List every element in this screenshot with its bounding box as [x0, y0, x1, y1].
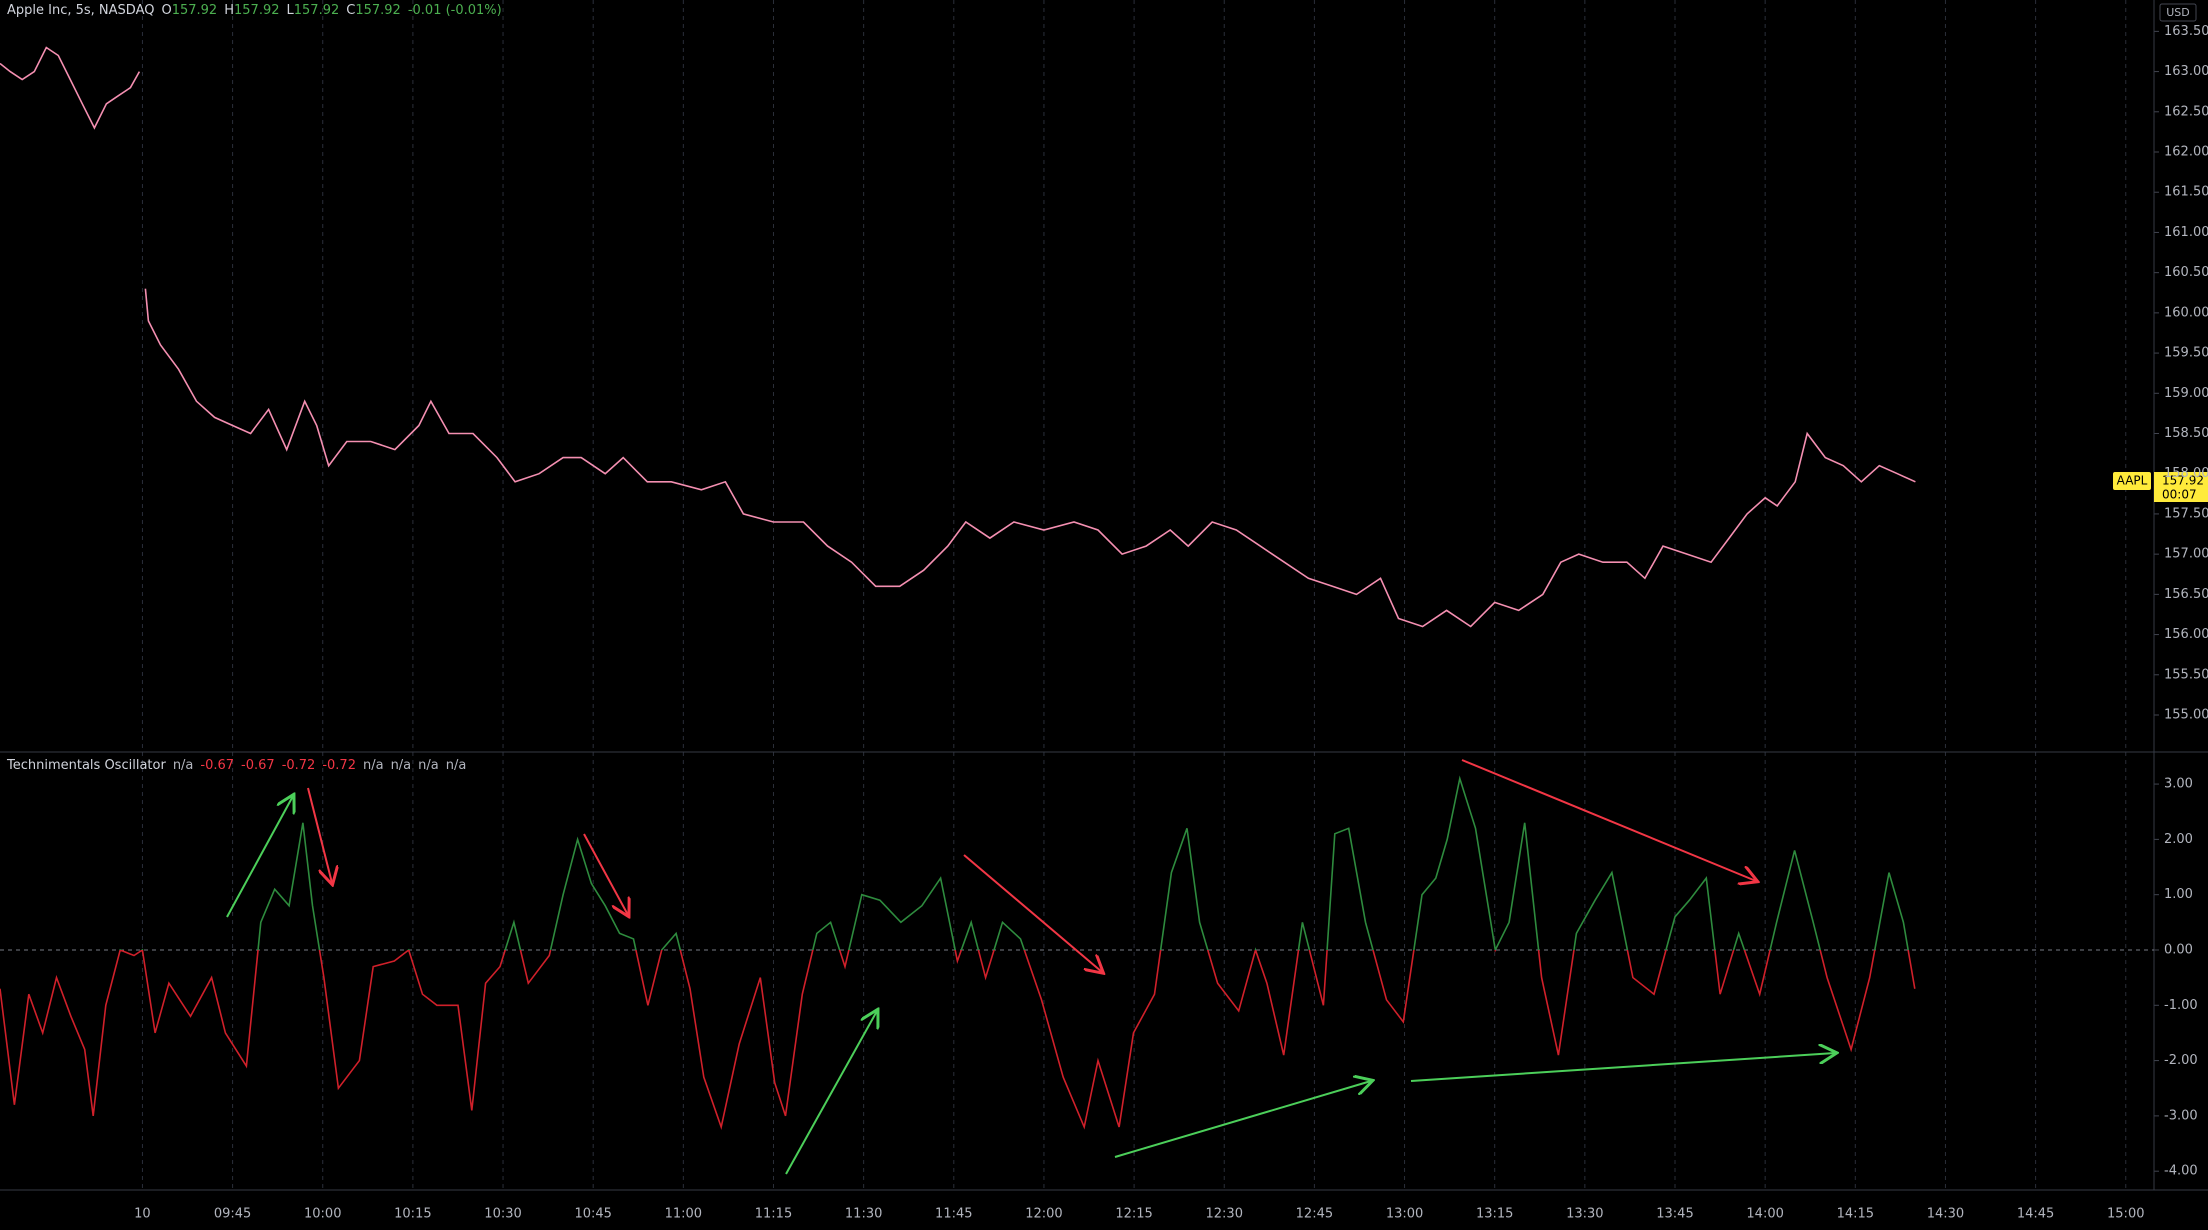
currency-box: [2159, 3, 2197, 22]
y-tick-label: 158.00: [2164, 466, 2208, 481]
ohlc-item: O157.92: [161, 3, 217, 18]
x-tick-label: 13:45: [1656, 1207, 1693, 1222]
y-tick-label: 1.00: [2164, 887, 2193, 902]
y-tick-label: 163.00: [2164, 64, 2208, 79]
x-tick-label: 11:30: [845, 1207, 882, 1222]
x-tick-label: 09:45: [214, 1207, 251, 1222]
y-tick-label: 156.50: [2164, 587, 2208, 602]
chart-title: Apple Inc, 5s, NASDAQ: [7, 3, 155, 18]
ohlc-item: C157.92: [346, 3, 401, 18]
x-tick-label: 14:15: [1837, 1207, 1874, 1222]
y-tick-label: 157.00: [2164, 547, 2208, 562]
y-tick-label: -2.00: [2164, 1053, 2198, 1068]
arrow: [307, 787, 332, 883]
x-tick-label: 13:30: [1566, 1207, 1603, 1222]
ohlc-item: L157.92: [287, 3, 340, 18]
x-tick-label: 13:00: [1386, 1207, 1423, 1222]
arrow: [1410, 1053, 1835, 1082]
y-tick-label: 155.50: [2164, 667, 2208, 682]
currency: USD: [2166, 6, 2190, 19]
x-tick-label: 10:00: [304, 1207, 341, 1222]
ohlc-key: L: [286, 3, 294, 18]
ohlc-value: 157.92: [293, 3, 340, 18]
x-tick-label: 14:00: [1746, 1207, 1783, 1222]
y-tick-label: 3.00: [2164, 777, 2193, 792]
last-price-badge: [2154, 472, 2208, 502]
x-tick-label: 14:45: [2017, 1207, 2054, 1222]
y-tick-label: 155.00: [2164, 708, 2208, 723]
y-tick-label: 159.50: [2164, 346, 2208, 361]
indicator-value: -0.67: [200, 758, 235, 773]
indicator-value: n/a: [418, 758, 439, 773]
ohlc-value: 157.92: [355, 3, 401, 18]
arrow: [226, 796, 293, 918]
indicator-value: n/a: [362, 758, 384, 773]
y-tick-label: 160.50: [2164, 265, 2208, 280]
indicator-value: n/a: [172, 758, 194, 773]
arrow: [963, 854, 1102, 972]
ohlc-key: C: [346, 3, 356, 18]
oscillator-line-below: [0, 949, 1916, 1130]
indicator-value: -0.67: [241, 758, 275, 773]
y-tick-label: 160.00: [2164, 305, 2208, 320]
y-tick-label: 159.00: [2164, 386, 2208, 401]
indicator-value: -0.72: [322, 758, 356, 773]
arrow: [785, 1011, 877, 1175]
last-price: 157.92: [2162, 474, 2204, 488]
y-tick-label: 161.00: [2164, 225, 2208, 240]
plots: [0, 46, 2154, 1130]
y-tick-label: 0.00: [2164, 942, 2193, 957]
x-tick-label: 11:45: [935, 1207, 972, 1222]
y-tick-label: 162.50: [2164, 104, 2208, 119]
grid: [141, 0, 2159, 1190]
indicator-value: n/a: [390, 758, 412, 773]
symbol-badge: [2113, 472, 2151, 490]
x-tick-label: 12:15: [1115, 1207, 1152, 1222]
indicator-value: n/a: [445, 758, 467, 773]
countdown: 00:07: [2162, 488, 2197, 502]
y-tick-label: 163.50: [2164, 24, 2208, 39]
y-tick-label: 162.00: [2164, 145, 2208, 160]
indicator-value: -0.72: [281, 758, 316, 773]
arrow: [583, 833, 628, 915]
y-tick-label: -4.00: [2164, 1164, 2198, 1179]
x-tick-label: 10:45: [574, 1207, 611, 1222]
x-tick-label: 11:15: [755, 1207, 792, 1222]
oscillator-line-above: [119, 775, 1909, 950]
y-tick-label: -1.00: [2164, 998, 2198, 1013]
x-tick-label: 10:30: [484, 1207, 521, 1222]
ohlc-key: H: [224, 3, 234, 18]
x-tick-label: 12:00: [1025, 1207, 1062, 1222]
symbol-label: AAPL: [2117, 474, 2148, 488]
annotations: [226, 759, 1835, 1175]
arrow: [1114, 1081, 1371, 1158]
y-tick-label: 157.50: [2164, 506, 2208, 521]
indicator-title: Technimentals Oscillator: [7, 758, 166, 773]
ohlc-item: H157.92: [224, 3, 279, 18]
y-tick-label: 158.50: [2164, 426, 2208, 441]
x-tick-label: 13:15: [1476, 1207, 1513, 1222]
y-tick-label: -3.00: [2164, 1108, 2198, 1123]
change: -0.01 (-0.01%): [407, 3, 502, 18]
y-tick-label: 156.00: [2164, 627, 2208, 642]
y-tick-label: 2.00: [2164, 832, 2193, 847]
x-tick-label: 12:30: [1206, 1207, 1243, 1222]
x-tick-label: 14:30: [1927, 1207, 1964, 1222]
ohlc-key: O: [161, 3, 172, 18]
ohlc-value: 157.92: [234, 3, 280, 18]
x-tick-label: 15:00: [2107, 1207, 2144, 1222]
price-line: [0, 46, 1916, 628]
arrow: [1461, 759, 1756, 881]
y-tick-label: 161.50: [2164, 185, 2208, 200]
price-legend: Apple Inc, 5s, NASDAQ O157.92 H157.92 L157.…: [7, 3, 509, 18]
x-tick-label: 10: [134, 1207, 151, 1222]
x-tick-label: 10:15: [394, 1207, 431, 1222]
ohlc-value: 157.92: [171, 3, 218, 18]
x-tick-label: 11:00: [665, 1207, 702, 1222]
oscillator-legend: Technimentals Oscillator n/a -0.67 -0.67 -0.…: [7, 758, 473, 773]
x-tick-label: 12:45: [1296, 1207, 1333, 1222]
